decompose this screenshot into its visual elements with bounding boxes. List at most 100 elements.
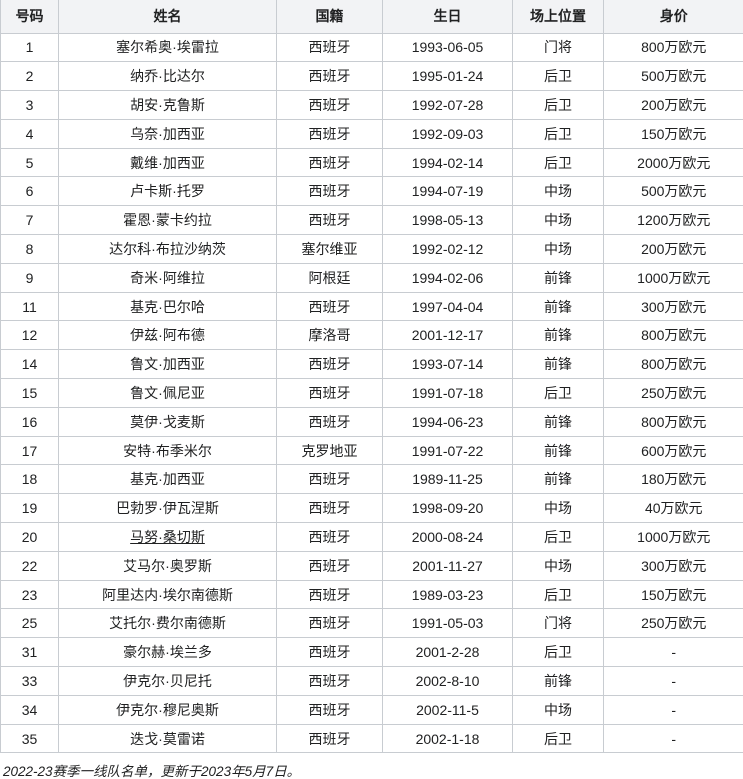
cell-nationality: 西班牙	[276, 579, 383, 610]
cell-birthday: 1991-07-22	[382, 435, 513, 466]
table-row: 17 安特·布季米尔 克罗地亚 1991-07-22 前锋 600万欧元	[0, 435, 743, 466]
cell-birthday: 1992-02-12	[382, 234, 513, 264]
table-row: 34 伊克尔·穆尼奥斯 西班牙 2002-11-5 中场 -	[0, 694, 743, 725]
table-caption: 2022-23赛季一线队名单，更新于2023年5月7日。	[3, 764, 301, 779]
cell-value: 800万欧元	[603, 32, 743, 63]
cell-name: 达尔科·布拉沙纳茨	[58, 234, 277, 264]
cell-number: 5	[0, 147, 59, 178]
cell-name: 奇米·阿维拉	[58, 262, 277, 293]
cell-position: 中场	[512, 205, 604, 236]
table-row: 3 胡安·克鲁斯 西班牙 1992-07-28 后卫 200万欧元	[0, 90, 743, 120]
cell-birthday: 1992-07-28	[382, 90, 513, 120]
cell-number: 19	[0, 493, 59, 524]
table-row: 33 伊克尔·贝尼托 西班牙 2002-8-10 前锋 -	[0, 666, 743, 696]
cell-value: 200万欧元	[603, 90, 743, 120]
cell-number: 35	[0, 723, 59, 754]
player-link[interactable]: 马努·桑切斯	[130, 528, 205, 545]
cell-value: 250万欧元	[603, 378, 743, 408]
cell-birthday: 1993-06-05	[382, 32, 513, 63]
col-header-nationality: 国籍	[276, 0, 383, 34]
cell-birthday: 1994-07-19	[382, 176, 513, 207]
header-row: 号码 姓名 国籍 生日 场上位置 身价	[0, 0, 743, 34]
cell-birthday: 2002-1-18	[382, 723, 513, 754]
cell-position: 后卫	[512, 637, 604, 668]
col-header-position: 场上位置	[512, 0, 604, 34]
table-row: 16 莫伊·戈麦斯 西班牙 1994-06-23 前锋 800万欧元	[0, 406, 743, 437]
cell-birthday: 1997-04-04	[382, 291, 513, 322]
cell-value: -	[603, 723, 743, 754]
cell-value: 500万欧元	[603, 61, 743, 92]
cell-number: 33	[0, 666, 59, 696]
cell-nationality: 西班牙	[276, 378, 383, 408]
cell-name: 伊克尔·贝尼托	[58, 666, 277, 696]
cell-position: 后卫	[512, 522, 604, 552]
cell-nationality: 西班牙	[276, 291, 383, 322]
cell-value: -	[603, 666, 743, 696]
cell-nationality: 西班牙	[276, 723, 383, 754]
cell-birthday: 1993-07-14	[382, 349, 513, 380]
cell-value: 200万欧元	[603, 234, 743, 264]
table-row: 11 基克·巴尔哈 西班牙 1997-04-04 前锋 300万欧元	[0, 291, 743, 322]
cell-value: 1200万欧元	[603, 205, 743, 236]
cell-number: 11	[0, 291, 59, 322]
cell-nationality: 西班牙	[276, 61, 383, 92]
cell-value: 600万欧元	[603, 435, 743, 466]
cell-number: 12	[0, 320, 59, 351]
cell-name: 鲁文·佩尼亚	[58, 378, 277, 408]
cell-nationality: 西班牙	[276, 550, 383, 581]
cell-position: 门将	[512, 608, 604, 639]
cell-name: 基克·加西亚	[58, 464, 277, 495]
cell-value: 150万欧元	[603, 118, 743, 149]
cell-nationality: 西班牙	[276, 349, 383, 380]
col-header-birthday: 生日	[382, 0, 513, 34]
cell-name: 迭戈·莫雷诺	[58, 723, 277, 754]
cell-position: 前锋	[512, 464, 604, 495]
cell-name: 鲁文·加西亚	[58, 349, 277, 380]
cell-name: 伊克尔·穆尼奥斯	[58, 694, 277, 725]
cell-value: 300万欧元	[603, 550, 743, 581]
cell-name: 阿里达内·埃尔南德斯	[58, 579, 277, 610]
cell-position: 后卫	[512, 723, 604, 754]
cell-nationality: 西班牙	[276, 176, 383, 207]
cell-number: 22	[0, 550, 59, 581]
cell-name: 基克·巴尔哈	[58, 291, 277, 322]
cell-birthday: 1989-03-23	[382, 579, 513, 610]
cell-value: 1000万欧元	[603, 522, 743, 552]
cell-value: -	[603, 637, 743, 668]
cell-number: 25	[0, 608, 59, 639]
cell-number: 4	[0, 118, 59, 149]
table-row: 2 纳乔·比达尔 西班牙 1995-01-24 后卫 500万欧元	[0, 61, 743, 92]
cell-birthday: 2002-11-5	[382, 694, 513, 725]
table-row: 18 基克·加西亚 西班牙 1989-11-25 前锋 180万欧元	[0, 464, 743, 495]
cell-position: 前锋	[512, 262, 604, 293]
cell-nationality: 西班牙	[276, 694, 383, 725]
cell-number: 14	[0, 349, 59, 380]
table-row: 19 巴勃罗·伊瓦涅斯 西班牙 1998-09-20 中场 40万欧元	[0, 493, 743, 524]
cell-number: 15	[0, 378, 59, 408]
cell-value: 2000万欧元	[603, 147, 743, 178]
cell-nationality: 西班牙	[276, 464, 383, 495]
cell-name: 纳乔·比达尔	[58, 61, 277, 92]
cell-number: 2	[0, 61, 59, 92]
cell-name: 艾马尔·奥罗斯	[58, 550, 277, 581]
table-row: 15 鲁文·佩尼亚 西班牙 1991-07-18 后卫 250万欧元	[0, 378, 743, 408]
cell-birthday: 1998-09-20	[382, 493, 513, 524]
cell-name: 莫伊·戈麦斯	[58, 406, 277, 437]
cell-number: 1	[0, 32, 59, 63]
cell-name: 塞尔希奥·埃雷拉	[58, 32, 277, 63]
col-header-value: 身价	[603, 0, 743, 34]
table-row: 31 豪尔赫·埃兰多 西班牙 2001-2-28 后卫 -	[0, 637, 743, 668]
cell-birthday: 1994-06-23	[382, 406, 513, 437]
cell-value: 800万欧元	[603, 320, 743, 351]
cell-value: -	[603, 694, 743, 725]
cell-birthday: 1994-02-14	[382, 147, 513, 178]
cell-position: 后卫	[512, 61, 604, 92]
cell-name: 乌奈·加西亚	[58, 118, 277, 149]
cell-nationality: 西班牙	[276, 118, 383, 149]
cell-position: 前锋	[512, 349, 604, 380]
table-row: 14 鲁文·加西亚 西班牙 1993-07-14 前锋 800万欧元	[0, 349, 743, 380]
col-header-number: 号码	[0, 0, 59, 34]
cell-position: 后卫	[512, 378, 604, 408]
cell-value: 150万欧元	[603, 579, 743, 610]
